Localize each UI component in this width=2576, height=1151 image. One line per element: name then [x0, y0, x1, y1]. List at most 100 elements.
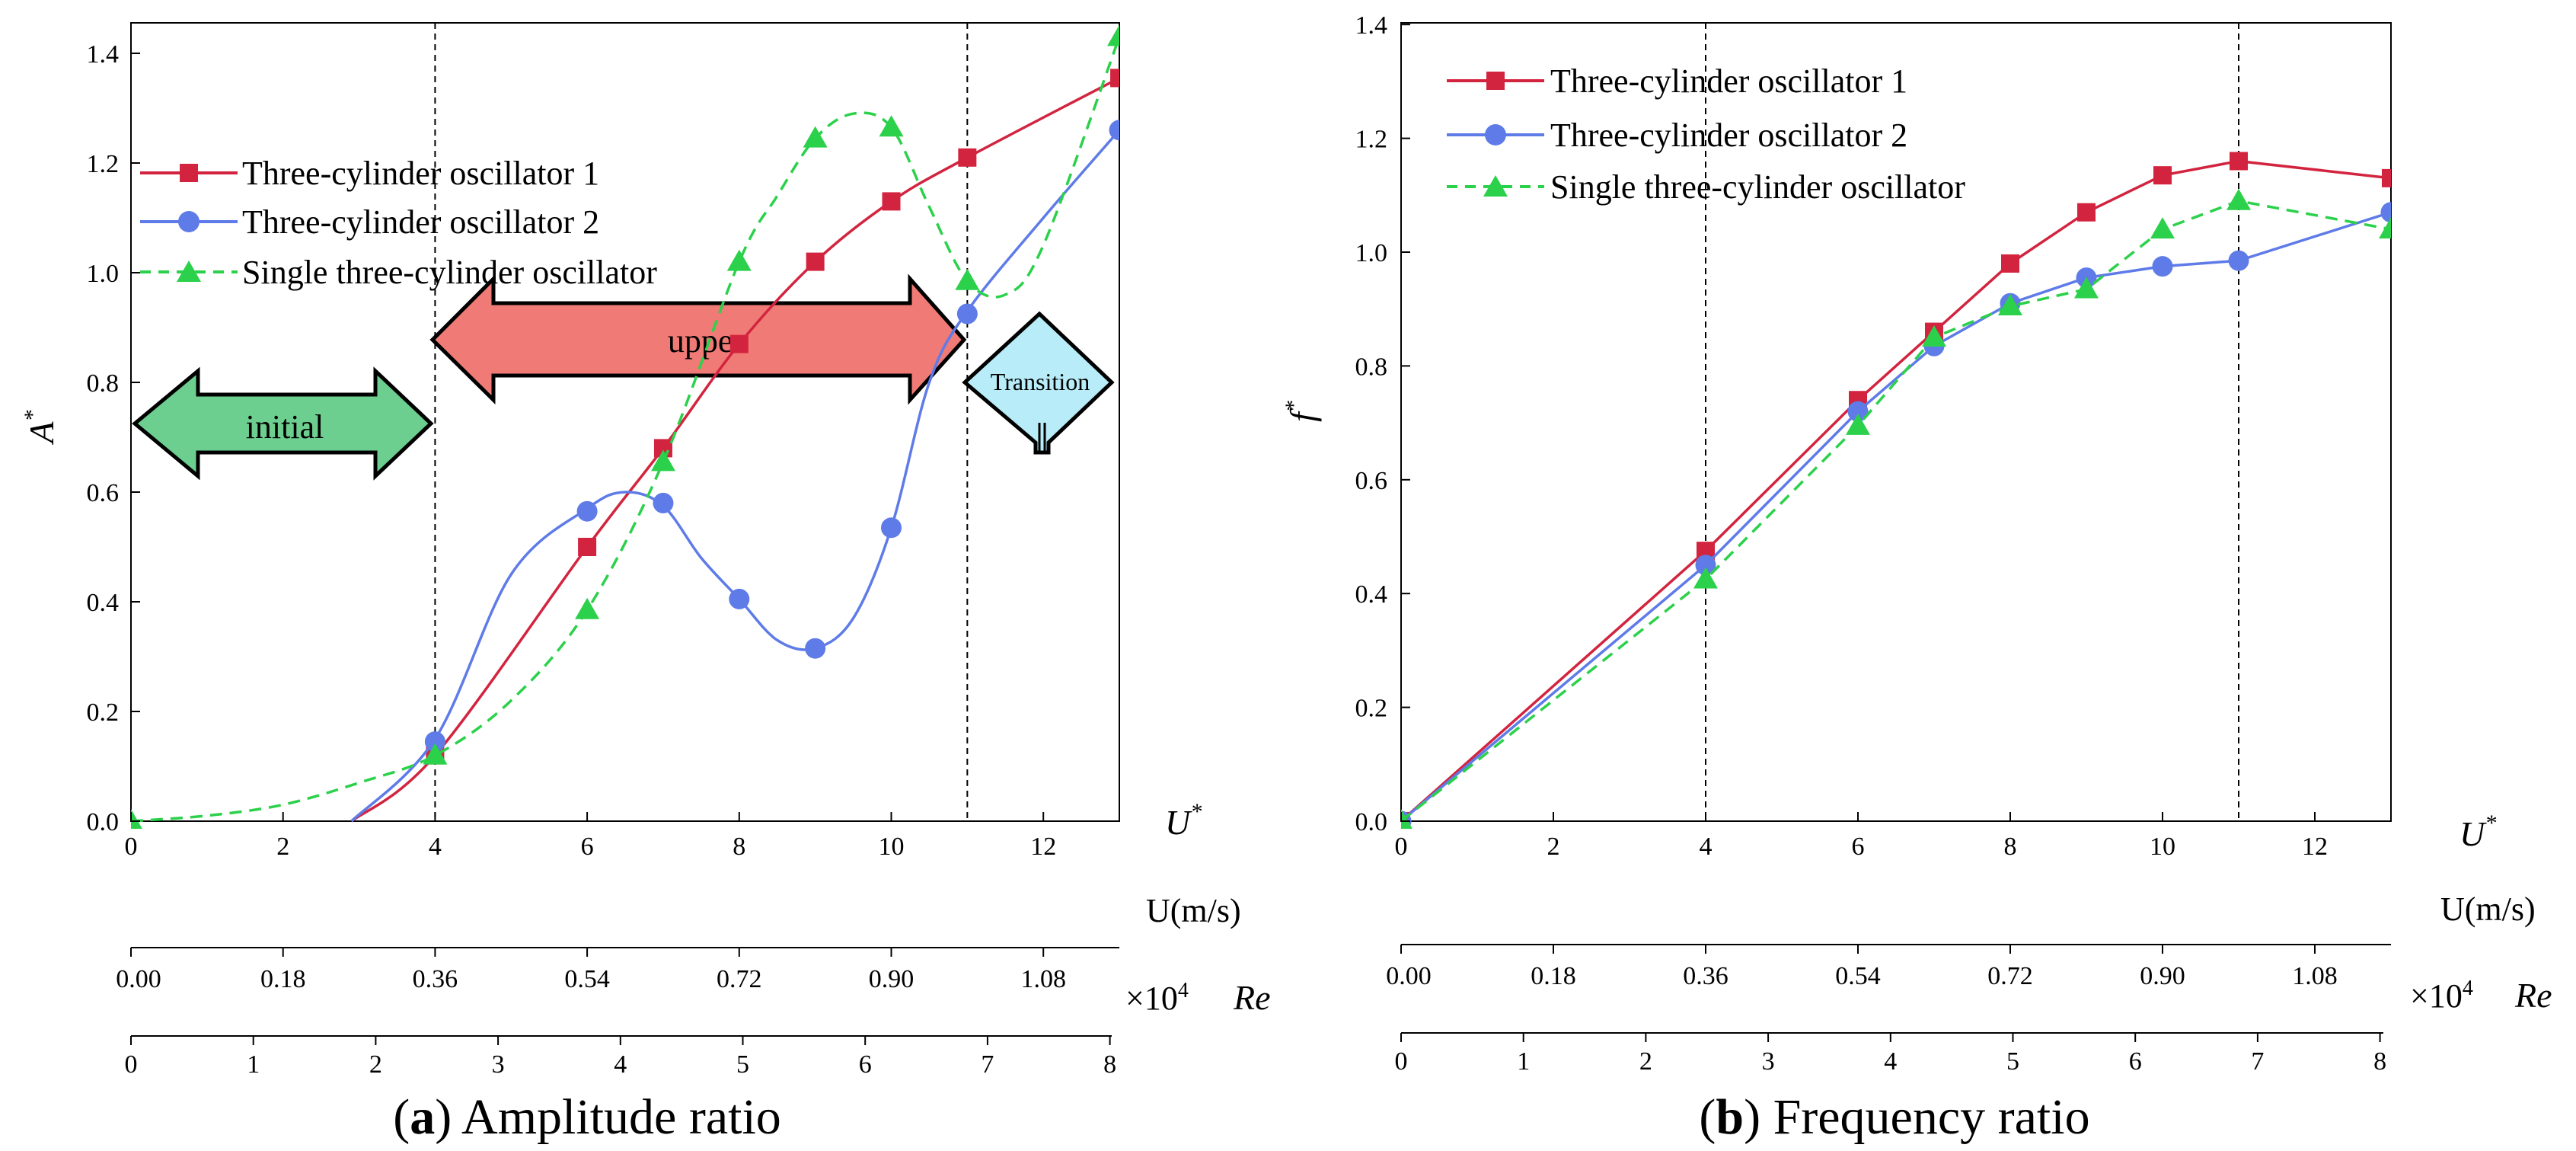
data-point-triangle	[1401, 809, 1412, 829]
velocity-tick-label: 0.90	[869, 965, 915, 993]
transition-region-label: Transition	[991, 368, 1090, 395]
data-point-triangle	[1107, 24, 1119, 46]
region-annotations: initial upper Transition	[132, 273, 1115, 481]
data-point-square	[578, 538, 597, 556]
velocity-tick-label: 0.72	[1987, 962, 2033, 990]
velocity-tick-label: 0.36	[413, 965, 458, 993]
data-point-triangle	[1922, 325, 1946, 347]
reynolds-tick-label: 7	[2251, 1047, 2264, 1076]
initial-region-label: initial	[246, 408, 324, 446]
series-line	[1401, 211, 2391, 823]
reynolds-multiplier: ×104	[1125, 979, 1189, 1017]
x-axis-title: U*	[1165, 799, 1202, 842]
y-tick-label: 1.2	[87, 150, 120, 178]
data-point-square	[2153, 166, 2172, 185]
x-tick-label: 0	[1395, 833, 1408, 861]
y-tick-label: 1.2	[1355, 126, 1388, 154]
legend-marker-series-1	[1486, 72, 1505, 90]
x-tick-label: 6	[1852, 833, 1865, 861]
reynolds-tick-label: 6	[2129, 1047, 2142, 1076]
data-point-square	[2230, 152, 2248, 171]
velocity-tick-label: 0.72	[717, 965, 762, 993]
reynolds-axis-title: Re	[1233, 978, 1271, 1017]
velocity-tick-label: 0.54	[1835, 962, 1881, 990]
upper-region-arrow	[429, 273, 967, 405]
y-tick-label: 1.0	[1355, 239, 1388, 267]
panel-caption: (b) Frequency ratio	[1699, 1089, 2089, 1145]
reynolds-tick-label: 1	[247, 1050, 260, 1079]
series-line	[350, 76, 1119, 823]
velocity-tick-label: 1.08	[2292, 962, 2338, 990]
data-point-circle	[729, 588, 750, 609]
legend: Three-cylinder oscillator 1 Three-cylind…	[1447, 62, 1965, 206]
reynolds-tick-label: 0	[125, 1050, 138, 1079]
data-point-circle	[424, 731, 445, 753]
x-tick-label: 8	[733, 833, 745, 861]
velocity-tick-label: 1.08	[1020, 965, 1066, 993]
data-point-circle	[1695, 555, 1716, 576]
data-point-circle	[2380, 202, 2391, 223]
data-point-triangle	[803, 126, 828, 148]
data-point-circle	[2152, 256, 2173, 277]
legend-label-series-2: Three-cylinder oscillator 2	[242, 203, 599, 241]
data-point-square	[2001, 254, 2019, 273]
data-point-triangle	[955, 268, 980, 290]
velocity-tick-label: 0.00	[1386, 962, 1432, 990]
panel-caption: (a) Amplitude ratio	[393, 1089, 781, 1145]
legend-marker-series-3	[177, 261, 201, 282]
x-tick-label: 8	[2004, 833, 2017, 861]
x-axis-title: U*	[2459, 810, 2496, 853]
data-point-triangle	[575, 597, 600, 619]
x-tick-label: 12	[1030, 833, 1056, 861]
plot-frame	[130, 22, 1120, 822]
data-point-triangle	[726, 249, 752, 271]
x-tick-label: 12	[2302, 833, 2328, 861]
reynolds-tick-label: 5	[736, 1050, 749, 1079]
y-tick-label: 0.6	[1355, 467, 1388, 495]
y-tick-label: 0.6	[87, 479, 120, 507]
velocity-tick-label: 0.18	[1531, 962, 1576, 990]
data-point-circle	[1847, 401, 1869, 422]
legend-marker-series-3	[1483, 175, 1508, 197]
y-tick-label: 0.8	[87, 369, 120, 398]
x-tick-label: 2	[1547, 833, 1560, 861]
x-tick-label: 4	[1700, 833, 1713, 861]
legend-label-series-1: Three-cylinder oscillator 1	[242, 155, 599, 192]
data-point-triangle	[131, 809, 142, 829]
reynolds-axis-title: Re	[2514, 976, 2552, 1015]
data-point-triangle	[2379, 217, 2391, 239]
velocity-tick-label: 0.36	[1683, 962, 1729, 990]
legend-marker-series-1	[180, 164, 198, 182]
data-point-triangle	[2074, 277, 2099, 299]
reynolds-tick-label: 0	[1395, 1047, 1408, 1076]
axis-titles: f* U* U(m/s) ×104 Re	[1281, 401, 2552, 1015]
data-point-triangle	[2150, 217, 2175, 239]
data-point-square	[882, 192, 901, 211]
axis-titles: A* U* U(m/s) ×104 Re	[20, 410, 1271, 1017]
x-tick-label: 0	[125, 833, 138, 861]
reynolds-tick-label: 7	[981, 1050, 994, 1079]
x-tick-label: 6	[581, 833, 594, 861]
data-point-triangle	[1998, 293, 2022, 315]
frequency-ratio-panel: 0.00.20.40.60.81.01.21.40 2 4 6 8 10 120.00 0.1…	[1281, 11, 2552, 1145]
transition-region-arrow	[962, 311, 1115, 455]
series-line	[1401, 199, 2391, 823]
data-point-triangle	[423, 743, 448, 765]
data-point-square	[806, 252, 825, 271]
data-point-circle	[653, 492, 674, 513]
reynolds-tick-label: 3	[492, 1050, 505, 1079]
data-point-square	[2382, 168, 2391, 187]
data-point-circle	[2228, 250, 2249, 271]
reynolds-tick-label: 3	[1762, 1047, 1775, 1076]
legend-label-series-3: Single three-cylinder oscillator	[1550, 168, 1965, 206]
data-point-square	[729, 334, 749, 353]
legend-label-series-2: Three-cylinder oscillator 2	[1550, 117, 1907, 154]
data-point-triangle	[650, 449, 675, 472]
y-tick-label: 1.4	[1355, 11, 1388, 40]
y-axis-title: f*	[1281, 401, 1322, 422]
series-line	[350, 129, 1119, 823]
y-tick-label: 0.8	[1355, 353, 1388, 381]
data-point-triangle	[879, 115, 904, 137]
velocity-axis-title: U(m/s)	[2440, 890, 2536, 928]
